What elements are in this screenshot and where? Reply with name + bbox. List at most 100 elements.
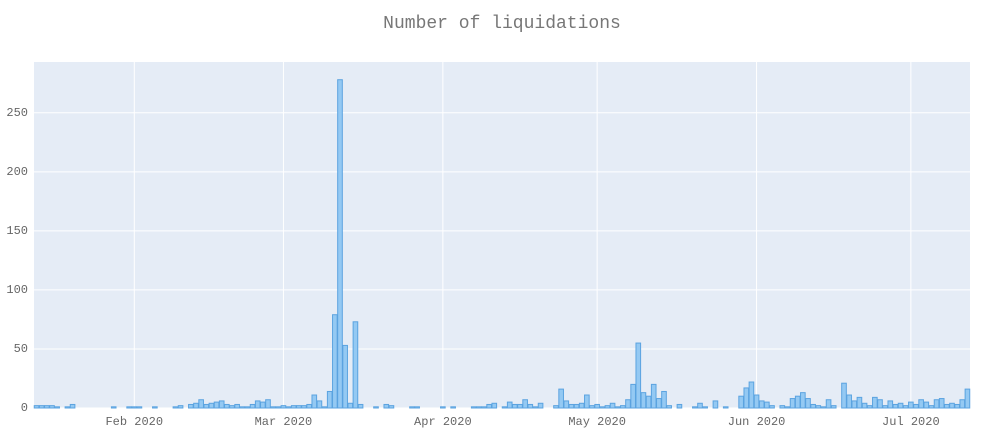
bar: [697, 402, 703, 409]
y-tick-label: 100: [6, 283, 28, 297]
bar: [959, 399, 966, 409]
bar: [897, 402, 904, 409]
bar: [481, 406, 487, 409]
bar: [198, 399, 204, 409]
bar: [661, 390, 667, 409]
bar: [764, 401, 770, 409]
bar: [666, 405, 672, 409]
bar: [810, 403, 816, 409]
bar: [830, 405, 837, 409]
bar: [949, 402, 955, 409]
bar: [820, 406, 827, 409]
bar: [640, 392, 647, 409]
bar: [856, 396, 863, 409]
bar: [244, 406, 251, 409]
bar: [332, 314, 338, 409]
bar: [342, 344, 348, 409]
bar: [872, 396, 878, 409]
bar: [584, 394, 590, 409]
bar: [692, 406, 698, 409]
bar: [609, 402, 616, 409]
bar: [414, 406, 420, 409]
bar: [923, 401, 930, 409]
bar: [38, 405, 45, 409]
bar: [944, 403, 950, 409]
bar: [501, 406, 508, 409]
bar: [512, 403, 518, 409]
bar: [861, 402, 868, 409]
bar: [553, 405, 559, 409]
bar: [753, 394, 760, 409]
y-tick-label: 200: [6, 165, 28, 179]
bar: [656, 398, 662, 409]
bar: [470, 406, 477, 409]
bar: [887, 400, 894, 409]
bar: [851, 400, 858, 409]
bar: [486, 403, 492, 409]
y-tick-label: 0: [21, 401, 28, 415]
bar: [450, 406, 456, 409]
bar: [152, 406, 158, 409]
bar: [337, 79, 343, 409]
bar: [748, 381, 755, 409]
bar: [188, 403, 194, 409]
bar: [476, 406, 482, 409]
bar: [131, 406, 138, 409]
bar: [902, 405, 909, 409]
bar: [193, 402, 199, 409]
bar: [789, 398, 796, 409]
bar: [110, 406, 117, 409]
x-tick-label: May 2020: [568, 415, 626, 429]
bar: [285, 406, 292, 409]
y-tick-label: 150: [6, 224, 28, 238]
bar: [296, 405, 302, 409]
bar: [964, 388, 971, 409]
bar: [409, 406, 415, 409]
bar: [517, 403, 523, 409]
bar: [954, 403, 960, 409]
bar: [290, 405, 297, 409]
bar: [635, 342, 642, 409]
bar: [908, 401, 914, 409]
bar: [316, 400, 323, 409]
bar: [440, 406, 446, 409]
bar: [938, 398, 945, 409]
bar: [506, 401, 513, 409]
bar: [357, 403, 364, 409]
bar: [743, 387, 750, 409]
bar: [769, 405, 775, 409]
bar: [913, 403, 919, 409]
bar: [347, 402, 354, 409]
bar: [614, 406, 621, 409]
bar: [578, 402, 585, 409]
bar: [625, 399, 631, 409]
bar: [841, 382, 847, 409]
bar: [594, 403, 600, 409]
bar: [532, 406, 539, 409]
bar: [800, 392, 806, 409]
bar: [722, 406, 729, 409]
bar: [203, 403, 210, 409]
bar: [373, 406, 379, 409]
bar: [208, 402, 215, 409]
bar: [825, 399, 832, 409]
bar: [805, 398, 811, 409]
chart-title: Number of liquidations: [383, 14, 621, 34]
bar: [249, 403, 256, 409]
bar: [172, 406, 179, 409]
bar: [882, 405, 888, 409]
bar: [738, 395, 744, 409]
bar: [177, 405, 184, 409]
bar: [126, 406, 132, 409]
bar: [49, 405, 55, 409]
bar: [589, 405, 595, 409]
bar: [676, 403, 683, 409]
bar: [491, 402, 498, 409]
bar: [218, 400, 225, 409]
bar: [352, 321, 359, 409]
bar: [537, 402, 544, 409]
bar: [620, 405, 626, 409]
bar: [54, 406, 60, 409]
bar: [918, 399, 924, 409]
bar: [573, 403, 580, 409]
